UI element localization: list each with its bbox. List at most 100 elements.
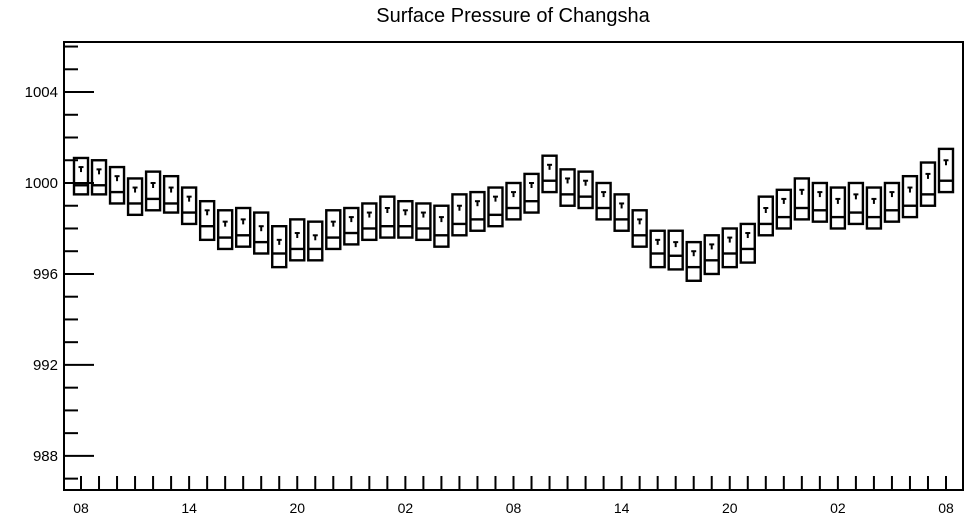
y-tick-label: 988 bbox=[33, 448, 58, 465]
box-group bbox=[613, 193, 630, 232]
box-group bbox=[865, 186, 883, 230]
box-group bbox=[198, 199, 216, 242]
x-tick-label: 14 bbox=[614, 500, 630, 516]
x-tick-label: 02 bbox=[830, 500, 846, 516]
box bbox=[397, 199, 414, 239]
box-group bbox=[379, 195, 396, 239]
chart-title: Surface Pressure of Changsha bbox=[376, 5, 650, 27]
box-group bbox=[793, 177, 811, 221]
box-group bbox=[757, 195, 774, 237]
box-group bbox=[667, 229, 684, 271]
box-group bbox=[361, 202, 378, 242]
box bbox=[289, 218, 306, 262]
box bbox=[847, 181, 865, 226]
box bbox=[198, 199, 216, 242]
box-group bbox=[289, 218, 306, 262]
box-group bbox=[649, 229, 666, 269]
box bbox=[685, 240, 702, 282]
box bbox=[523, 172, 540, 214]
box bbox=[703, 234, 720, 276]
box-group bbox=[487, 186, 504, 228]
box-group bbox=[397, 199, 414, 239]
box-group bbox=[72, 156, 90, 196]
x-tick-label: 08 bbox=[506, 500, 522, 516]
box bbox=[379, 195, 396, 239]
box-group bbox=[523, 172, 540, 214]
box bbox=[325, 209, 342, 251]
box bbox=[559, 168, 576, 207]
box-group bbox=[883, 181, 901, 223]
box bbox=[901, 174, 919, 219]
x-tick-label: 08 bbox=[938, 500, 954, 516]
box bbox=[433, 204, 450, 248]
box-group bbox=[108, 165, 126, 205]
box bbox=[72, 156, 90, 196]
box bbox=[469, 190, 486, 232]
box bbox=[775, 188, 793, 230]
box bbox=[271, 225, 288, 269]
box-group bbox=[505, 181, 522, 221]
box-group bbox=[216, 209, 234, 251]
box-group bbox=[631, 209, 648, 248]
box bbox=[90, 159, 108, 196]
y-tick-label: 1000 bbox=[25, 175, 58, 192]
plot-frame bbox=[63, 41, 964, 491]
box bbox=[937, 147, 955, 194]
box bbox=[162, 174, 180, 214]
y-tick-label: 992 bbox=[33, 357, 58, 374]
box-group bbox=[937, 147, 955, 194]
box-group bbox=[433, 204, 450, 248]
box bbox=[126, 177, 144, 217]
box bbox=[883, 181, 901, 223]
box-group bbox=[126, 177, 144, 217]
box bbox=[757, 195, 774, 237]
box-group bbox=[90, 159, 108, 196]
box bbox=[108, 165, 126, 205]
box-group bbox=[451, 193, 468, 237]
box bbox=[811, 181, 829, 223]
box-group bbox=[811, 181, 829, 223]
box bbox=[613, 193, 630, 232]
box bbox=[793, 177, 811, 221]
box bbox=[667, 229, 684, 271]
box-group bbox=[901, 174, 919, 219]
box bbox=[829, 186, 847, 230]
x-tick-label: 14 bbox=[181, 500, 197, 516]
box bbox=[234, 206, 252, 248]
x-tick-label: 20 bbox=[289, 500, 305, 516]
box-group bbox=[685, 240, 702, 282]
boxes bbox=[72, 147, 955, 282]
box bbox=[307, 220, 324, 262]
box bbox=[144, 170, 162, 212]
box bbox=[739, 222, 756, 264]
box-group bbox=[847, 181, 865, 226]
box-group bbox=[721, 227, 738, 269]
box bbox=[487, 186, 504, 228]
axes bbox=[63, 41, 964, 491]
box bbox=[415, 202, 432, 242]
tick-labels: 988 992 996 1000 1004 08 14 20 02 08 14 20 02 08 bbox=[25, 84, 954, 516]
box bbox=[253, 211, 270, 255]
box bbox=[865, 186, 883, 230]
box bbox=[451, 193, 468, 237]
box-group bbox=[234, 206, 252, 248]
y-tick-label: 996 bbox=[33, 266, 58, 283]
box-group bbox=[162, 174, 180, 214]
box-group bbox=[703, 234, 720, 276]
box-group bbox=[577, 170, 594, 210]
box-group bbox=[595, 181, 612, 221]
box-group bbox=[739, 222, 756, 264]
box-group bbox=[271, 225, 288, 269]
box-group bbox=[559, 168, 576, 207]
box-group bbox=[144, 170, 162, 212]
y-tick-label: 1004 bbox=[25, 84, 58, 101]
box bbox=[631, 209, 648, 248]
box bbox=[180, 186, 198, 226]
box bbox=[343, 206, 360, 246]
box-group bbox=[469, 190, 486, 232]
box-group bbox=[775, 188, 793, 230]
box bbox=[541, 154, 558, 194]
x-tick-label: 02 bbox=[398, 500, 414, 516]
x-tick-label: 20 bbox=[722, 500, 738, 516]
box bbox=[505, 181, 522, 221]
